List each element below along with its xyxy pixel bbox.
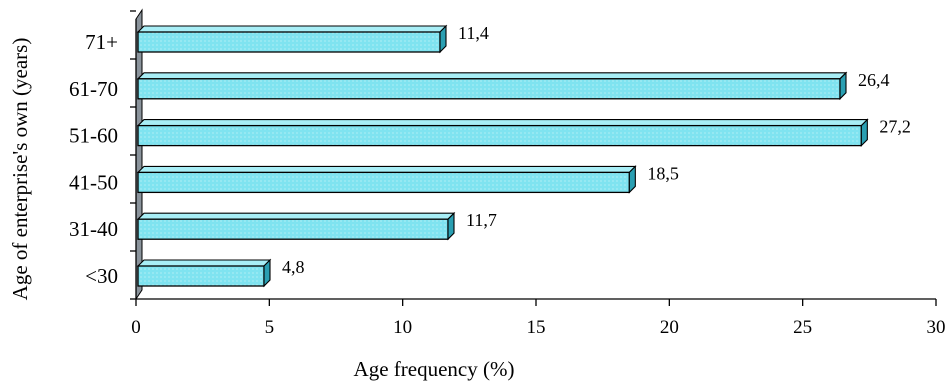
category-label: <30 — [85, 264, 118, 288]
bar-3140 — [136, 211, 456, 241]
bar-front-face — [137, 31, 441, 53]
data-label: 27,2 — [879, 117, 911, 137]
bar-side-face — [839, 71, 847, 101]
bars — [136, 24, 869, 288]
bar-top-face — [136, 165, 637, 173]
data-label: 11,4 — [458, 23, 489, 43]
bar-side-face — [263, 258, 271, 288]
x-axis-title: Age frequency (%) — [354, 357, 515, 381]
bar-side-face — [860, 118, 868, 147]
bar-top-face — [136, 25, 448, 33]
y-axis-title: Age of enterprise's own (years) — [8, 38, 32, 301]
bar-30 — [136, 258, 272, 288]
category-label: 41-50 — [69, 170, 118, 194]
x-tick-label: 0 — [131, 317, 141, 338]
bar-front-face — [137, 78, 841, 100]
x-tick-label: 30 — [927, 317, 946, 338]
bar-front-face — [137, 218, 449, 240]
x-tick-label: 25 — [793, 317, 812, 338]
data-label: 4,8 — [282, 257, 305, 277]
category-label: 71+ — [85, 30, 118, 54]
bar-5160 — [136, 118, 869, 147]
data-label: 26,4 — [858, 70, 890, 90]
bar-top-face — [136, 72, 848, 80]
category-label: 51-60 — [69, 124, 118, 148]
bar-side-face — [447, 211, 455, 241]
axes — [130, 10, 937, 306]
wall-panel — [135, 8, 143, 301]
bar-side-face — [628, 165, 636, 194]
bar-4150 — [136, 165, 637, 194]
bar-top-face — [136, 259, 272, 267]
bar-6170 — [136, 71, 848, 101]
bar-front-face — [137, 124, 862, 147]
bar-top-face — [136, 119, 869, 127]
category-label: 31-40 — [69, 217, 118, 241]
bar-side-face — [439, 24, 447, 54]
labels: 0 5 10 15 20 25 30 <30 4,8 31-40 11,7 41-50 18,5 51-6… — [69, 23, 946, 338]
data-label: 11,7 — [466, 210, 497, 230]
x-tick-label: 15 — [527, 317, 546, 338]
bar-front-face — [137, 265, 265, 287]
category-label: 61-70 — [69, 77, 118, 101]
x-tick-label: 5 — [265, 317, 275, 338]
back-wall — [135, 8, 143, 301]
bar-top-face — [136, 212, 456, 220]
bar-front-face — [137, 171, 630, 194]
data-label: 18,5 — [647, 163, 679, 183]
x-tick-label: 20 — [660, 317, 679, 338]
x-tick-label: 10 — [393, 317, 412, 338]
bar-71 — [136, 24, 448, 54]
